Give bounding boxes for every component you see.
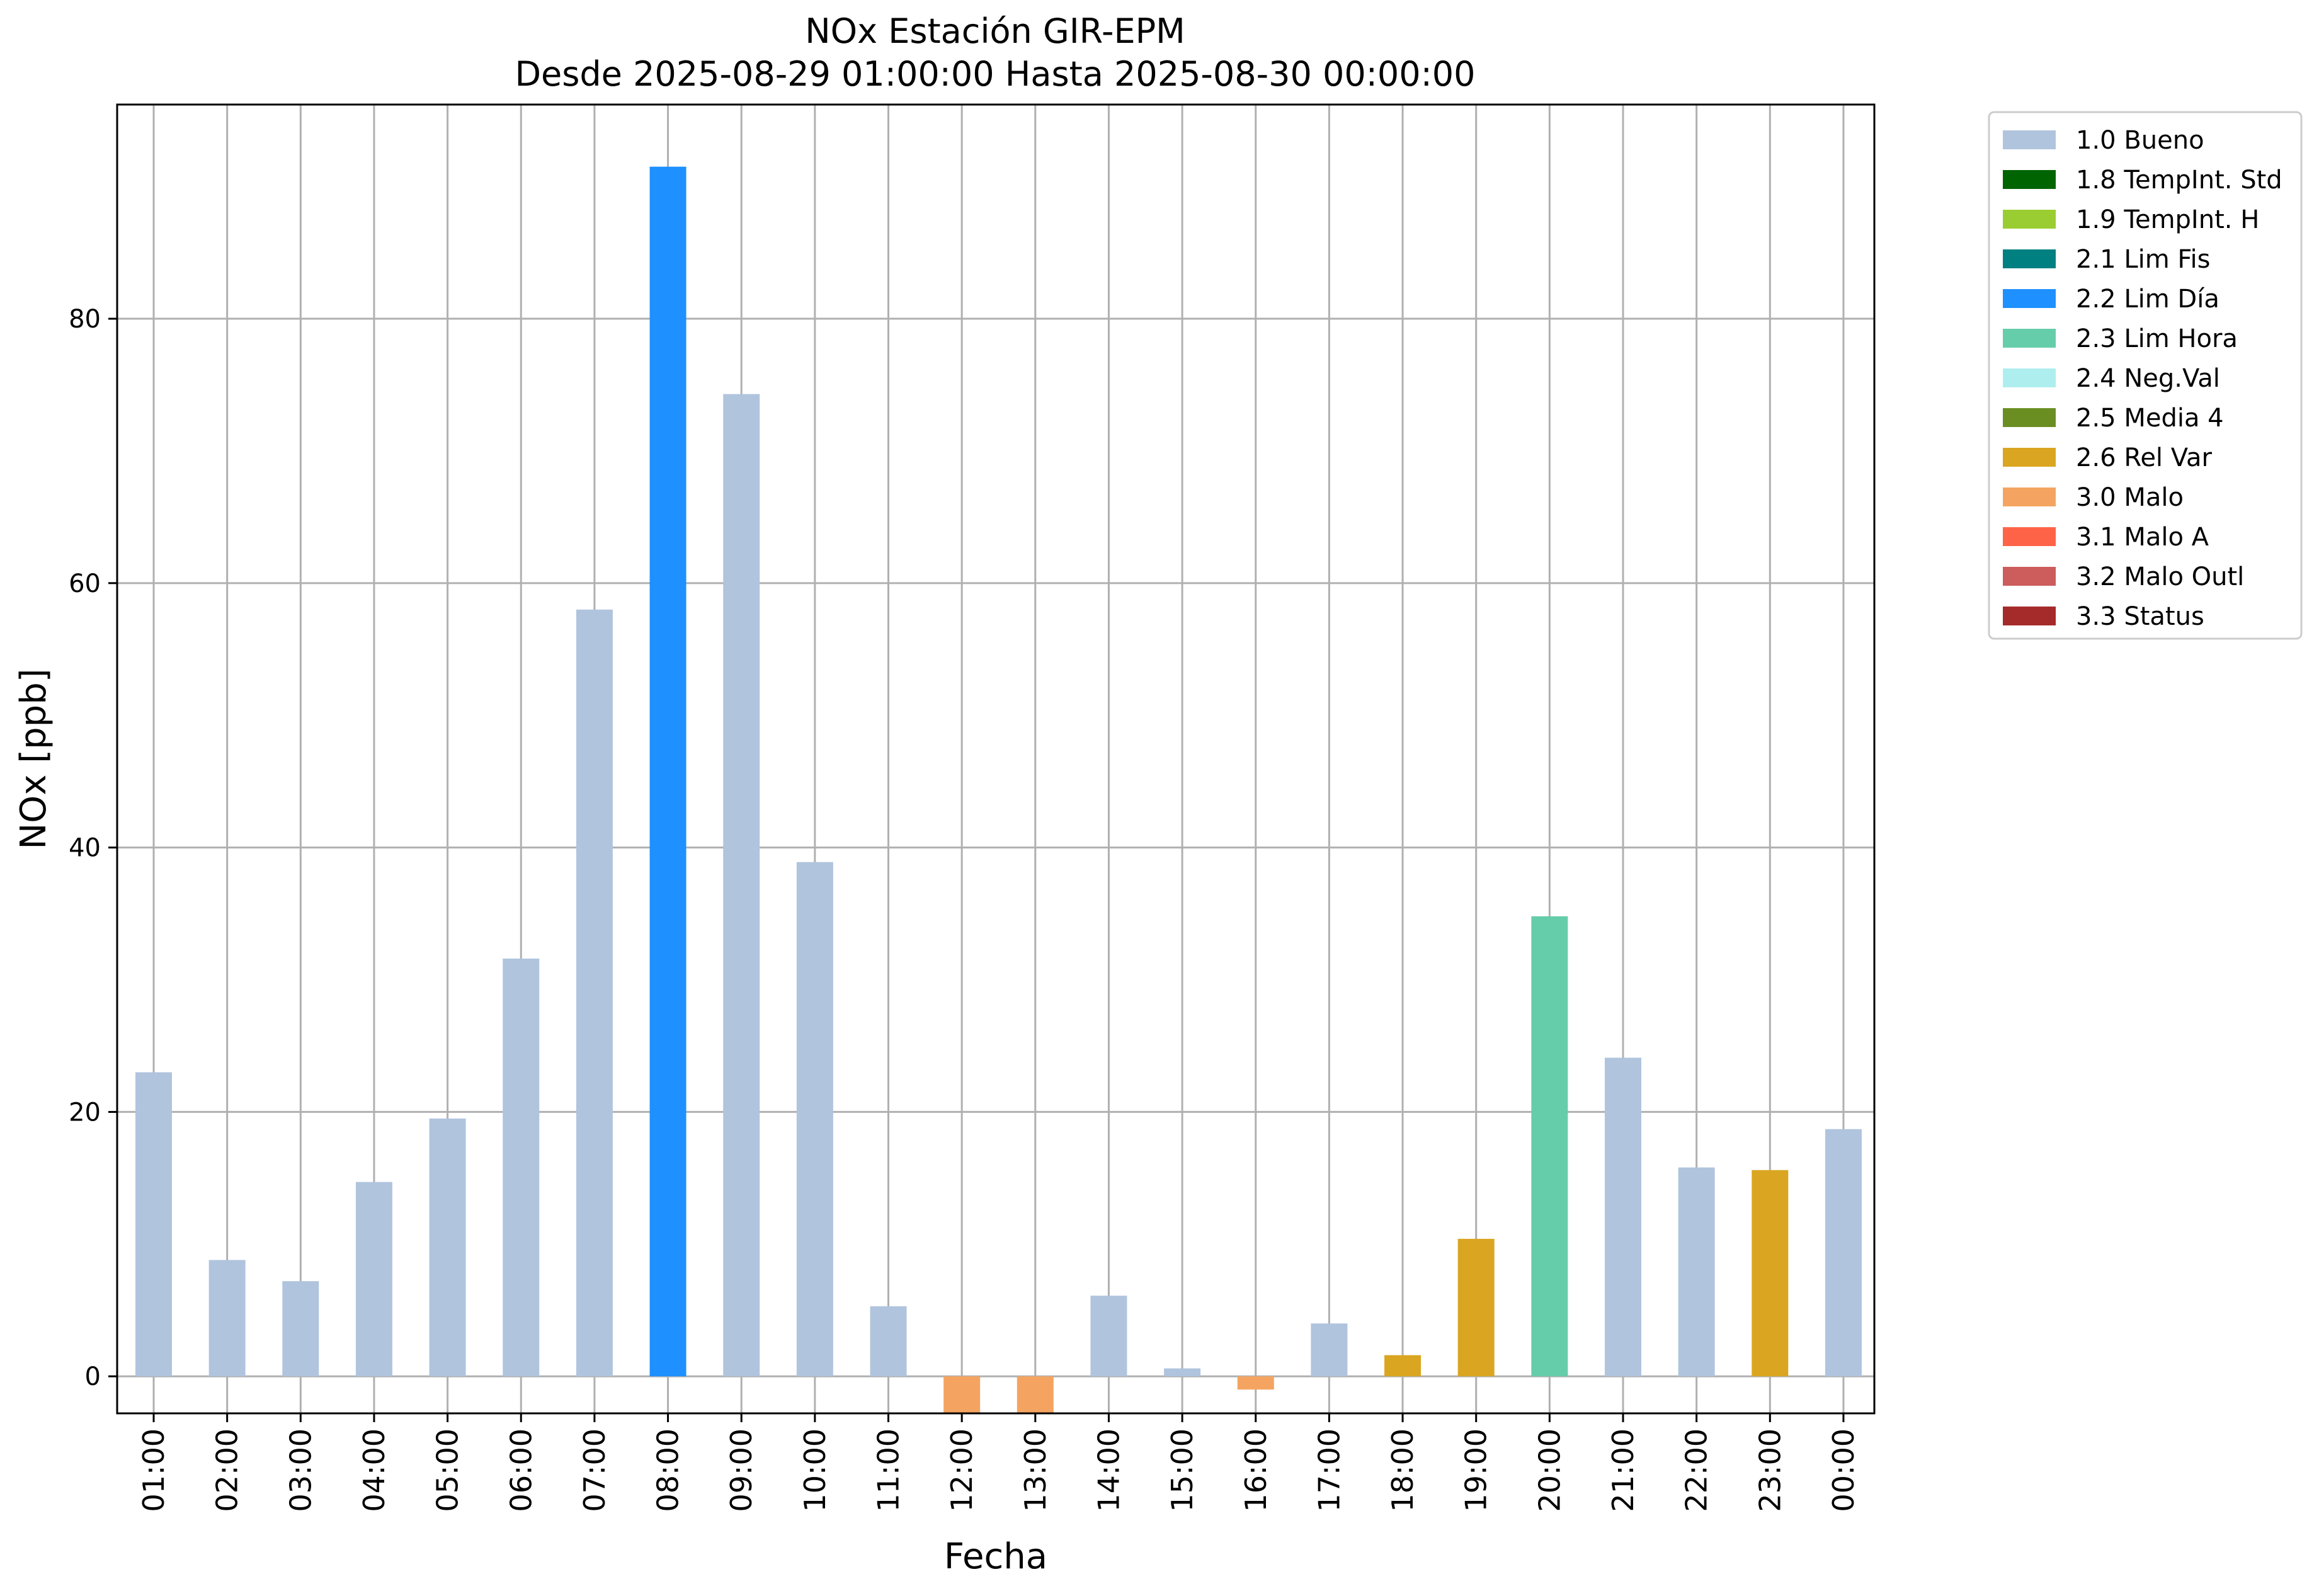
bar-1800 bbox=[1384, 1355, 1422, 1377]
x-tick-label: 06:00 bbox=[504, 1428, 538, 1512]
legend-label: 1.0 Bueno bbox=[2076, 126, 2204, 155]
x-tick-label: 16:00 bbox=[1239, 1428, 1273, 1512]
x-tick-label: 22:00 bbox=[1680, 1428, 1714, 1512]
bar-2100 bbox=[1605, 1057, 1641, 1377]
bar-2200 bbox=[1678, 1167, 1715, 1377]
x-axis-ticks: 01:00 02:00 03:00 04:00 05:00 06:00 07:00 08:00… bbox=[137, 1413, 1860, 1512]
legend-swatch bbox=[2003, 567, 2056, 586]
bar-0900 bbox=[723, 394, 760, 1377]
legend-label: 3.0 Malo bbox=[2076, 483, 2184, 512]
plot-frame bbox=[116, 103, 1876, 1415]
legend: 1.0 Bueno 1.8 TempInt. Std 1.9 TempInt. H 2… bbox=[1988, 111, 2303, 640]
legend-swatch bbox=[2003, 249, 2056, 268]
legend-swatch bbox=[2003, 527, 2056, 546]
y-tick-label: 0 bbox=[85, 1362, 101, 1391]
x-tick-label: 14:00 bbox=[1091, 1428, 1125, 1512]
x-tick-label: 21:00 bbox=[1606, 1428, 1640, 1512]
legend-swatch bbox=[2003, 368, 2056, 387]
bar-0600 bbox=[503, 958, 540, 1377]
x-tick-label: 12:00 bbox=[945, 1428, 979, 1512]
legend-label: 3.3 Status bbox=[2076, 602, 2204, 631]
bar-1100 bbox=[870, 1306, 907, 1377]
bar-0500 bbox=[429, 1118, 466, 1377]
bar-2000 bbox=[1531, 916, 1568, 1377]
y-tick-label: 80 bbox=[69, 305, 101, 334]
chart-title-line1: NOx Estación GIR-EPM bbox=[805, 11, 1185, 51]
legend-label: 3.1 Malo A bbox=[2076, 523, 2209, 552]
x-tick-label: 18:00 bbox=[1386, 1428, 1420, 1512]
y-tick-label: 60 bbox=[69, 569, 101, 598]
x-tick-label: 08:00 bbox=[651, 1428, 685, 1512]
legend-swatch bbox=[2003, 329, 2056, 348]
legend-swatch bbox=[2003, 408, 2056, 427]
bar-0400 bbox=[355, 1182, 392, 1377]
legend-swatch bbox=[2003, 448, 2056, 467]
bar-1200 bbox=[943, 1376, 981, 1413]
bar-1400 bbox=[1090, 1296, 1127, 1377]
legend-label: 2.6 Rel Var bbox=[2076, 443, 2213, 472]
legend-label: 1.8 TempInt. Std bbox=[2076, 166, 2282, 195]
x-tick-label: 09:00 bbox=[724, 1428, 758, 1512]
bar-1600 bbox=[1237, 1376, 1274, 1390]
legend-box bbox=[1988, 111, 2303, 640]
y-axis-label: NOx [ppb] bbox=[13, 668, 54, 849]
legend-label: 2.3 Lim Hora bbox=[2076, 324, 2238, 353]
legend-label: 2.4 Neg.Val bbox=[2076, 364, 2220, 393]
x-axis-label: Fecha bbox=[944, 1536, 1047, 1577]
x-tick-label: 15:00 bbox=[1165, 1428, 1199, 1512]
x-tick-label: 20:00 bbox=[1532, 1428, 1566, 1512]
y-tick-label: 20 bbox=[69, 1098, 101, 1127]
x-tick-label: 03:00 bbox=[283, 1428, 317, 1512]
y-axis-ticks: 0 20 40 60 80 bbox=[69, 305, 117, 1391]
bar-1300 bbox=[1017, 1376, 1054, 1413]
x-tick-label: 11:00 bbox=[872, 1428, 906, 1512]
x-tick-label: 17:00 bbox=[1312, 1428, 1346, 1512]
bar-1500 bbox=[1164, 1368, 1201, 1377]
bar-0700 bbox=[576, 609, 613, 1377]
y-tick-label: 40 bbox=[69, 834, 101, 863]
x-tick-label: 01:00 bbox=[137, 1428, 171, 1512]
legend-label: 1.9 TempInt. H bbox=[2076, 205, 2259, 234]
x-tick-label: 02:00 bbox=[210, 1428, 244, 1512]
x-tick-label: 04:00 bbox=[357, 1428, 391, 1512]
legend-label: 2.5 Media 4 bbox=[2076, 404, 2224, 433]
x-tick-label: 23:00 bbox=[1753, 1428, 1787, 1512]
legend-swatch bbox=[2003, 289, 2056, 308]
bar-0800 bbox=[649, 166, 687, 1377]
bar-2300 bbox=[1752, 1170, 1789, 1377]
bar-1900 bbox=[1457, 1238, 1495, 1377]
chart-title-line2: Desde 2025-08-29 01:00:00 Hasta 2025-08-… bbox=[515, 54, 1475, 94]
bars bbox=[135, 166, 1862, 1413]
bar-1000 bbox=[796, 862, 833, 1377]
legend-swatch bbox=[2003, 130, 2056, 149]
legend-label: 3.2 Malo Outl bbox=[2076, 562, 2244, 591]
legend-swatch bbox=[2003, 487, 2056, 506]
x-tick-label: 00:00 bbox=[1826, 1428, 1860, 1512]
x-tick-label: 05:00 bbox=[431, 1428, 465, 1512]
bar-0300 bbox=[282, 1281, 319, 1377]
x-tick-label: 13:00 bbox=[1018, 1428, 1052, 1512]
legend-swatch bbox=[2003, 170, 2056, 189]
bar-1700 bbox=[1311, 1323, 1348, 1377]
x-tick-label: 10:00 bbox=[798, 1428, 832, 1512]
bar-0100 bbox=[135, 1072, 172, 1377]
legend-label: 2.1 Lim Fis bbox=[2076, 245, 2210, 274]
legend-swatch bbox=[2003, 210, 2056, 229]
x-tick-label: 19:00 bbox=[1459, 1428, 1493, 1512]
x-tick-label: 07:00 bbox=[578, 1428, 612, 1512]
legend-swatch bbox=[2003, 607, 2056, 625]
legend-label: 2.2 Lim Día bbox=[2076, 285, 2219, 314]
bar-0200 bbox=[208, 1260, 246, 1377]
bar-0000 bbox=[1825, 1129, 1862, 1377]
